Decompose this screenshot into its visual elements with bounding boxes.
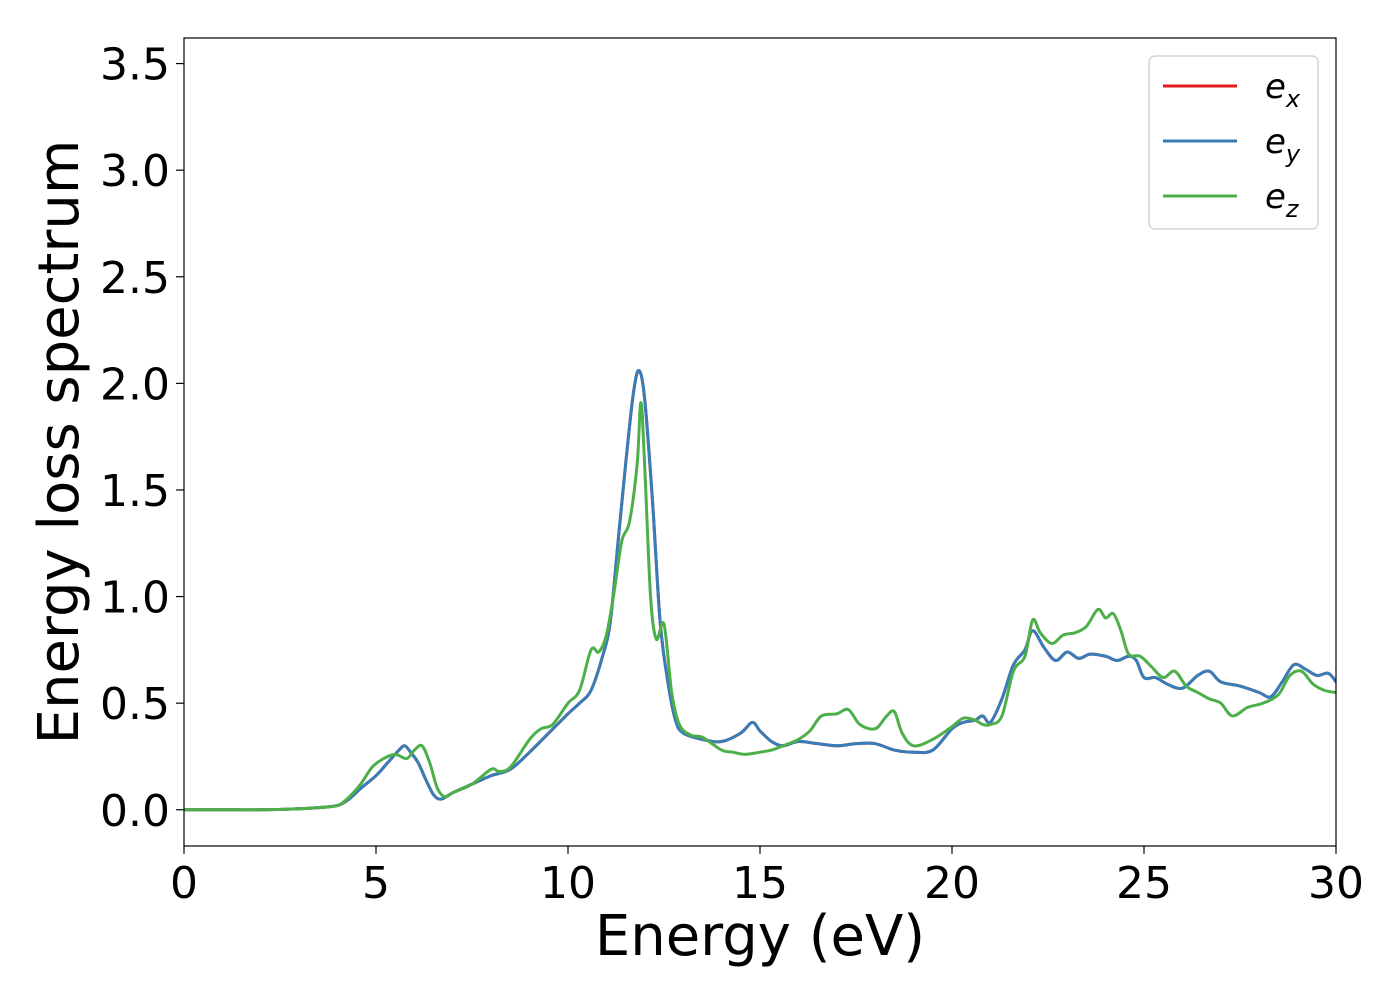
x-axis-title: Energy (eV) [595, 904, 925, 969]
series-layer [184, 369, 1336, 812]
series-line-ey [184, 369, 1336, 812]
legend-label-base: e [1265, 122, 1286, 162]
x-tick-label: 15 [732, 858, 788, 909]
legend-label-ex: ex [1265, 67, 1301, 113]
legend-label-subscript: x [1285, 85, 1301, 113]
y-tick-label: 2.5 [100, 253, 170, 304]
legend-label-subscript: y [1285, 140, 1301, 168]
y-tick-label: 1.0 [100, 573, 170, 624]
y-tick-label: 2.0 [100, 359, 170, 410]
legend-label-ez: ez [1265, 177, 1300, 223]
x-tick-label: 0 [170, 858, 198, 909]
y-tick-label: 3.0 [100, 146, 170, 197]
series-line-ez [184, 401, 1336, 812]
y-tick-label: 0.5 [100, 679, 170, 730]
y-tick-label: 0.0 [100, 786, 170, 837]
x-axis-ticks: 0 5 10 15 20 25 30 [170, 846, 1364, 909]
x-tick-label: 30 [1308, 858, 1364, 909]
x-tick-label: 10 [540, 858, 596, 909]
x-tick-label: 20 [924, 858, 980, 909]
y-tick-label: 1.5 [100, 466, 170, 517]
legend-label-base: e [1265, 67, 1286, 107]
legend-label-base: e [1265, 177, 1286, 217]
y-axis-ticks: 0.0 0.5 1.0 1.5 2.0 2.5 3.0 3.5 [100, 40, 184, 837]
legend-label-subscript: z [1285, 195, 1300, 223]
x-tick-label: 5 [362, 858, 390, 909]
y-tick-label: 3.5 [100, 40, 170, 91]
legend-label-ey: ey [1265, 122, 1301, 168]
series-line-ex [184, 369, 1336, 812]
x-tick-label: 25 [1116, 858, 1172, 909]
y-axis-title: Energy loss spectrum [27, 140, 92, 745]
